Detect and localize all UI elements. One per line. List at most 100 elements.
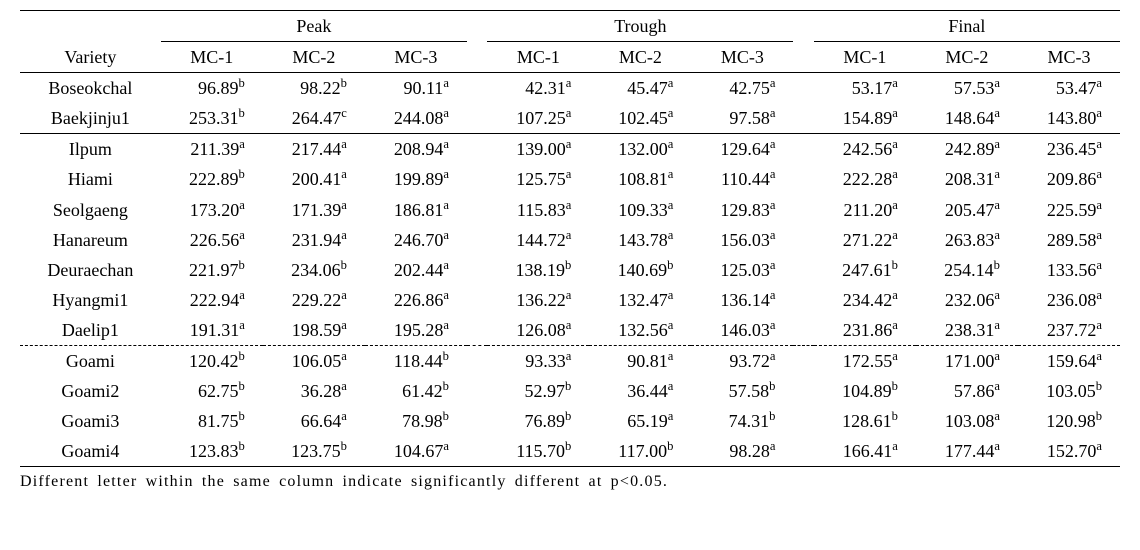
value-cell: 138.19b <box>487 255 589 285</box>
value-cell: 53.17a <box>814 73 916 104</box>
sub-trough-mc3: MC-3 <box>691 42 793 73</box>
gap-cell <box>793 195 813 225</box>
value-cell: 104.67a <box>365 436 467 467</box>
value-cell: 125.75a <box>487 164 589 194</box>
gap-cell <box>793 315 813 346</box>
value-cell: 74.31b <box>691 406 793 436</box>
value-cell: 93.72a <box>691 346 793 377</box>
value-cell: 57.53a <box>916 73 1018 104</box>
gap-cell <box>467 376 487 406</box>
value-cell: 148.64a <box>916 103 1018 134</box>
gap-cell <box>467 73 487 104</box>
value-cell: 231.94a <box>263 225 365 255</box>
col-variety: Variety <box>20 11 161 73</box>
value-cell: 263.83a <box>916 225 1018 255</box>
sub-peak-mc2: MC-2 <box>263 42 365 73</box>
gap-cell <box>793 346 813 377</box>
value-cell: 242.56a <box>814 134 916 165</box>
value-cell: 146.03a <box>691 315 793 346</box>
value-cell: 53.47a <box>1018 73 1120 104</box>
gap-cell <box>467 406 487 436</box>
rva-table: Variety Peak Trough Final MC-1 MC-2 MC-3… <box>20 10 1120 467</box>
value-cell: 42.75a <box>691 73 793 104</box>
value-cell: 172.55a <box>814 346 916 377</box>
value-cell: 238.31a <box>916 315 1018 346</box>
value-cell: 126.08a <box>487 315 589 346</box>
value-cell: 117.00b <box>589 436 691 467</box>
gap-cell <box>467 103 487 134</box>
table-row: Hanareum226.56a231.94a246.70a144.72a143.… <box>20 225 1120 255</box>
value-cell: 244.08a <box>365 103 467 134</box>
value-cell: 66.64a <box>263 406 365 436</box>
value-cell: 173.20a <box>161 195 263 225</box>
table-body: Boseokchal96.89b98.22b90.11a42.31a45.47a… <box>20 73 1120 467</box>
value-cell: 102.45a <box>589 103 691 134</box>
table-row: Hiami222.89b200.41a199.89a125.75a108.81a… <box>20 164 1120 194</box>
variety-cell: Goami <box>20 346 161 377</box>
value-cell: 171.39a <box>263 195 365 225</box>
variety-cell: Daelip1 <box>20 315 161 346</box>
value-cell: 115.83a <box>487 195 589 225</box>
variety-cell: Hyangmi1 <box>20 285 161 315</box>
variety-cell: Goami4 <box>20 436 161 467</box>
value-cell: 139.00a <box>487 134 589 165</box>
variety-cell: Seolgaeng <box>20 195 161 225</box>
value-cell: 186.81a <box>365 195 467 225</box>
value-cell: 62.75b <box>161 376 263 406</box>
value-cell: 159.64a <box>1018 346 1120 377</box>
value-cell: 209.86a <box>1018 164 1120 194</box>
value-cell: 226.56a <box>161 225 263 255</box>
value-cell: 133.56a <box>1018 255 1120 285</box>
value-cell: 132.00a <box>589 134 691 165</box>
table-row: Seolgaeng173.20a171.39a186.81a115.83a109… <box>20 195 1120 225</box>
value-cell: 217.44a <box>263 134 365 165</box>
variety-cell: Goami2 <box>20 376 161 406</box>
value-cell: 97.58a <box>691 103 793 134</box>
gap-cell <box>793 376 813 406</box>
table-row: Goami120.42b106.05a118.44b93.33a90.81a93… <box>20 346 1120 377</box>
sub-peak-mc3: MC-3 <box>365 42 467 73</box>
table-row: Goami4123.83b123.75b104.67a115.70b117.00… <box>20 436 1120 467</box>
value-cell: 120.42b <box>161 346 263 377</box>
gap-cell <box>793 225 813 255</box>
value-cell: 98.22b <box>263 73 365 104</box>
gap-cell <box>467 195 487 225</box>
value-cell: 231.86a <box>814 315 916 346</box>
value-cell: 81.75b <box>161 406 263 436</box>
gap-cell <box>467 164 487 194</box>
table-row: Goami262.75b36.28a61.42b52.97b36.44a57.5… <box>20 376 1120 406</box>
group-final: Final <box>814 11 1120 42</box>
value-cell: 140.69b <box>589 255 691 285</box>
value-cell: 211.20a <box>814 195 916 225</box>
value-cell: 110.44a <box>691 164 793 194</box>
sub-peak-mc1: MC-1 <box>161 42 263 73</box>
sub-trough-mc1: MC-1 <box>487 42 589 73</box>
sub-final-mc3: MC-3 <box>1018 42 1120 73</box>
variety-cell: Boseokchal <box>20 73 161 104</box>
value-cell: 123.83b <box>161 436 263 467</box>
value-cell: 199.89a <box>365 164 467 194</box>
gap-cell <box>793 73 813 104</box>
value-cell: 234.06b <box>263 255 365 285</box>
value-cell: 76.89b <box>487 406 589 436</box>
header-row-groups: Variety Peak Trough Final <box>20 11 1120 42</box>
value-cell: 103.05b <box>1018 376 1120 406</box>
value-cell: 222.89b <box>161 164 263 194</box>
value-cell: 171.00a <box>916 346 1018 377</box>
value-cell: 177.44a <box>916 436 1018 467</box>
value-cell: 232.06a <box>916 285 1018 315</box>
value-cell: 45.47a <box>589 73 691 104</box>
value-cell: 202.44a <box>365 255 467 285</box>
gap-cell <box>467 285 487 315</box>
table-row: Baekjinju1253.31b264.47c244.08a107.25a10… <box>20 103 1120 134</box>
value-cell: 78.98b <box>365 406 467 436</box>
value-cell: 57.58b <box>691 376 793 406</box>
value-cell: 118.44b <box>365 346 467 377</box>
value-cell: 242.89a <box>916 134 1018 165</box>
value-cell: 264.47c <box>263 103 365 134</box>
value-cell: 61.42b <box>365 376 467 406</box>
value-cell: 129.64a <box>691 134 793 165</box>
value-cell: 143.80a <box>1018 103 1120 134</box>
footnote: Different letter within the same column … <box>20 467 1120 491</box>
gap-cell <box>467 225 487 255</box>
